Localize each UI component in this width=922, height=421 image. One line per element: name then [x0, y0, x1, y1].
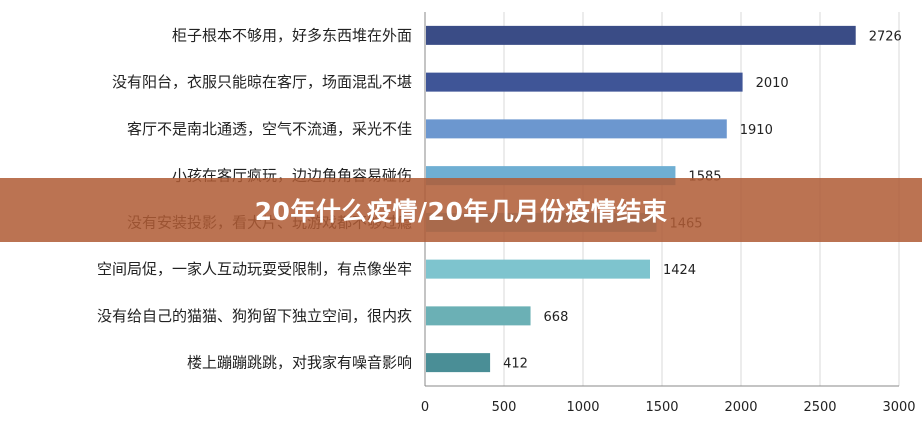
- title-banner: 20年什么疫情/20年几月份疫情结束: [0, 178, 922, 242]
- category-label: 空间局促，一家人互动玩耍受限制，有点像坐牢: [97, 260, 412, 278]
- x-tick-label: 2000: [724, 400, 757, 415]
- x-tick-label: 3000: [882, 400, 915, 415]
- category-label: 没有给自己的猫猫、狗狗留下独立空间，很内疚: [97, 307, 412, 325]
- x-tick-label: 1000: [566, 400, 599, 415]
- category-label: 楼上蹦蹦跳跳，对我家有噪音影响: [187, 354, 412, 372]
- value-label: 2010: [756, 76, 789, 91]
- value-label: 412: [503, 357, 528, 372]
- banner-title: 20年什么疫情/20年几月份疫情结束: [254, 197, 668, 226]
- bar: [426, 119, 727, 139]
- bar: [426, 25, 856, 45]
- value-label: 1910: [740, 123, 773, 138]
- category-label: 没有阳台，衣服只能晾在客厅，场面混乱不堪: [112, 73, 412, 91]
- axes: 0 500 1000 1500 2000 2500 3000: [421, 12, 916, 415]
- x-tick-label: 0: [421, 400, 429, 415]
- x-tick-label: 500: [492, 400, 517, 415]
- bar: [426, 353, 491, 373]
- x-tick-label: 2500: [803, 400, 836, 415]
- bar: [426, 72, 743, 92]
- x-tick-label: 1500: [645, 400, 678, 415]
- bar: [426, 259, 650, 279]
- bar: [426, 306, 531, 326]
- value-label: 2726: [869, 29, 902, 44]
- value-label: 668: [544, 310, 569, 325]
- category-label: 柜子根本不够用，好多东西堆在外面: [172, 26, 412, 44]
- value-label: 1424: [663, 263, 696, 278]
- category-label: 客厅不是南北通透，空气不流通，采光不佳: [127, 120, 412, 138]
